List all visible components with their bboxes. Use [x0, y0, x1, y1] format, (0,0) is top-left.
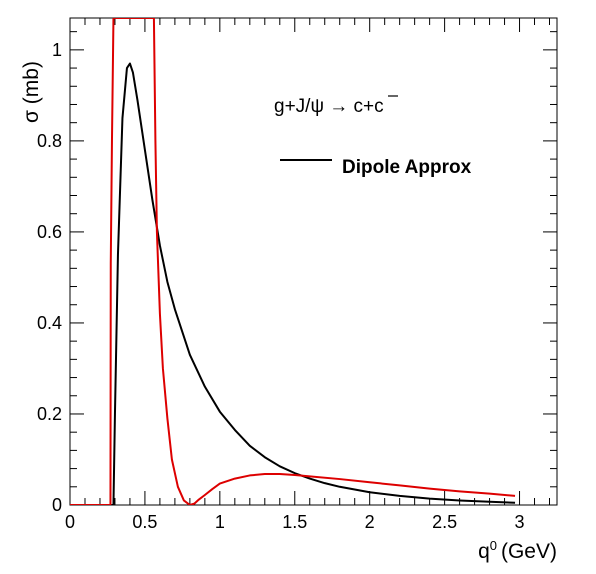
y-tick-label: 0	[52, 495, 62, 515]
legend-label-dipole: Dipole Approx	[342, 157, 472, 178]
y-tick-label: 0.4	[37, 313, 62, 333]
x-tick-label: 0.5	[132, 512, 157, 532]
x-tick-labels: 0 0.5 1 1.5 2 2.5 3	[65, 512, 525, 532]
x-axis-label-superscript: 0	[490, 538, 497, 553]
x-tick-label: 2	[365, 512, 375, 532]
x-tick-label: 2.5	[432, 512, 457, 532]
y-tick-label: 0.8	[37, 131, 62, 151]
y-axis-label: σ (mb)	[20, 61, 43, 123]
y-tick-label: 0.6	[37, 222, 62, 242]
x-axis-label: q0 (GeV)	[478, 538, 557, 563]
x-tick-label: 1.5	[282, 512, 307, 532]
x-axis-label-unit: (GeV)	[501, 540, 557, 563]
x-tick-label: 3	[515, 512, 525, 532]
axis-ticks	[69, 18, 557, 506]
series-line-red	[70, 18, 516, 505]
x-tick-label: 1	[215, 512, 225, 532]
x-tick-label: 0	[65, 512, 75, 532]
plot-frame	[69, 17, 558, 506]
process-annotation: g+J/ψ → c+c	[274, 96, 384, 117]
process-cbar: c	[374, 96, 384, 117]
y-tick-label: 1	[52, 40, 62, 60]
x-axis-label-main: q	[478, 540, 490, 563]
y-tick-labels: 0 0.2 0.4 0.6 0.8 1	[37, 40, 62, 515]
y-tick-label: 0.2	[37, 404, 62, 424]
series-layer	[70, 18, 516, 505]
process-prefix: g+J/ψ → c+	[274, 96, 374, 117]
series-line-black	[70, 62, 516, 505]
